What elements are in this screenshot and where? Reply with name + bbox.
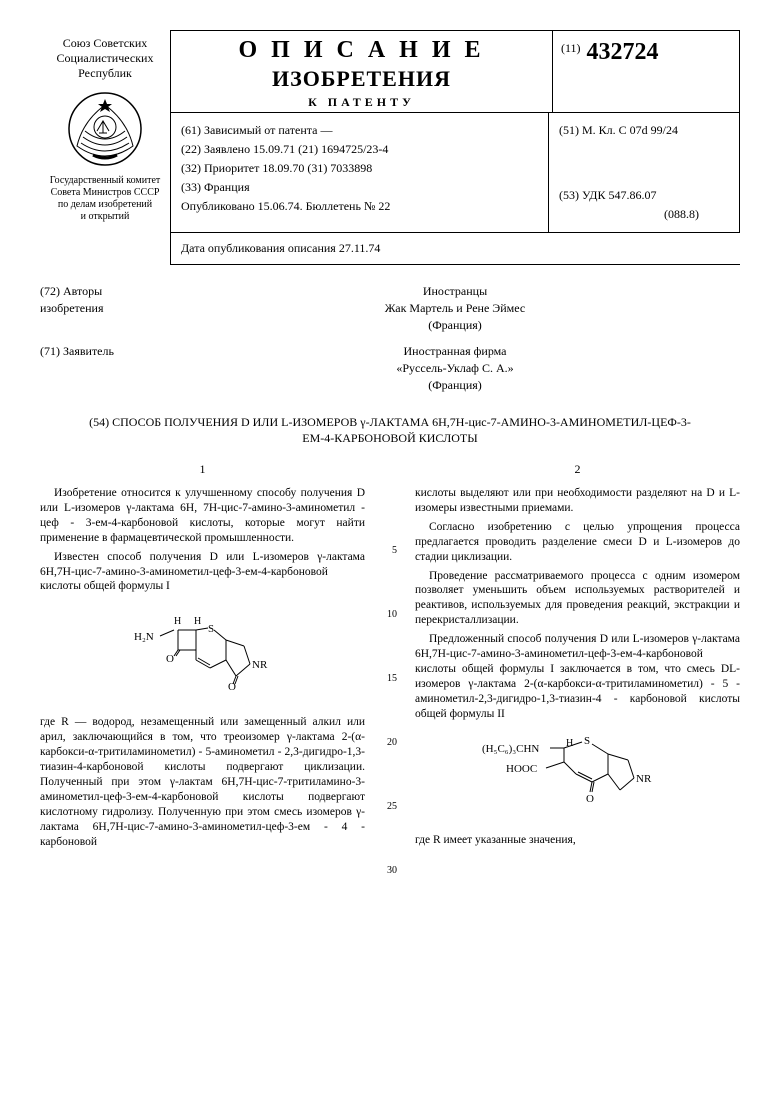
col1-p2: Известен способ получения D или L-изомер…: [40, 550, 365, 595]
col2-p2: Согласно изобретению с целью упрощения п…: [415, 520, 740, 565]
ln-10: 10: [383, 608, 397, 672]
bib-53b: (088.8): [559, 205, 729, 224]
f1-h2ь: H: [194, 616, 201, 627]
col1-num: 1: [40, 462, 365, 478]
doc-number-cell: (11) 432724: [553, 31, 740, 112]
body-columns: 1 Изобретение относится к улучшенному сп…: [40, 462, 740, 928]
committee-l4: и открытий: [40, 211, 170, 223]
title-l2: ИЗОБРЕТЕНИЯ: [181, 65, 542, 93]
col2-num: 2: [415, 462, 740, 478]
firm-name: «Руссель-Уклаф С. А.»: [170, 360, 740, 377]
bib-22: (22) Заявлено 15.09.71 (21) 1694725/23-4: [181, 140, 538, 159]
formula-2: (H₅C₆)₃CHN HOOC H S: [415, 730, 740, 825]
label-72: (72) Авторы изобретения: [40, 283, 170, 333]
f1-s: S: [208, 623, 214, 635]
union-l3: Республик: [40, 66, 170, 81]
applicant-row: (71) Заявитель Иностранная фирма «Руссел…: [40, 343, 740, 393]
f2-o: O: [586, 793, 594, 805]
foreigners: Иностранцы: [170, 283, 740, 300]
column-2: 2 кислоты выделяют или при необходимости…: [415, 462, 740, 928]
committee-l3: по делам изобретений: [40, 199, 170, 211]
bib-53: (53) УДК 547.86.07: [559, 186, 729, 205]
patent-page: Союз Советских Социалистических Республи…: [0, 0, 780, 958]
title-l3: К ПАТЕНТУ: [181, 95, 542, 110]
committee-l2: Совета Министров СССР: [40, 187, 170, 199]
ln-5: 5: [383, 544, 397, 608]
line-numbers: 5 10 15 20 25 30: [383, 462, 397, 928]
doc-number: 432724: [587, 37, 659, 67]
f1-h1: H: [174, 616, 181, 627]
f1-o1: O: [166, 653, 174, 665]
author-names: Жак Мартель и Рене Эймес: [170, 300, 740, 317]
title-cell: О П И С А Н И Е ИЗОБРЕТЕНИЯ К ПАТЕНТУ: [171, 31, 553, 112]
bib-33: (33) Франция: [181, 178, 538, 197]
col1-p1: Изобретение относится к улучшенному спос…: [40, 486, 365, 546]
col2-p1: кислоты выделяют или при необходимости р…: [415, 486, 740, 516]
bib-61: (61) Зависимый от патента —: [181, 121, 538, 140]
l72: (72) Авторы: [40, 284, 102, 298]
author-country: (Франция): [170, 317, 740, 334]
authors-val: Иностранцы Жак Мартель и Рене Эймес (Фра…: [170, 283, 740, 333]
spacer: [559, 140, 729, 186]
firm-label: Иностранная фирма: [170, 343, 740, 360]
formula-1: H₂N H H O S: [40, 602, 365, 707]
title-block: О П И С А Н И Е ИЗОБРЕТЕНИЯ К ПАТЕНТУ (1…: [170, 30, 740, 265]
f2-s: S: [584, 735, 590, 747]
gov-block: Союз Советских Социалистических Республи…: [40, 30, 170, 223]
ln-15: 15: [383, 672, 397, 736]
ln-20: 20: [383, 736, 397, 800]
f1-o2: O: [228, 681, 236, 693]
union-l2: Социалистических: [40, 51, 170, 66]
header-row: Союз Советских Социалистических Республи…: [40, 30, 740, 265]
f1-nr: NR: [252, 659, 268, 671]
column-1: 1 Изобретение относится к улучшенному сп…: [40, 462, 365, 928]
col2-p5: где R имеет указанные значения,: [415, 833, 740, 848]
union-l1: Союз Советских: [40, 36, 170, 51]
bib-row-1: (61) Зависимый от патента — (22) Заявлен…: [171, 112, 740, 233]
f2-trityl: (H₅C₆)₃CHN: [482, 743, 539, 755]
bib-pub: Опубликовано 15.06.74. Бюллетень № 22: [181, 197, 538, 216]
bib-left-1: (61) Зависимый от патента — (22) Заявлен…: [171, 113, 549, 233]
label-71: (71) Заявитель: [40, 343, 170, 393]
bib-right-1: (51) М. Кл. C 07d 99/24 (53) УДК 547.86.…: [549, 113, 740, 233]
ln-30: 30: [383, 864, 397, 928]
authors-block: (72) Авторы изобретения Иностранцы Жак М…: [40, 283, 740, 394]
applicant-val: Иностранная фирма «Руссель-Уклаф С. А.» …: [170, 343, 740, 393]
doc-label: (11): [561, 41, 581, 56]
col1-p3: где R — водород, незамещенный или замеще…: [40, 715, 365, 849]
invention-title: (54) СПОСОБ ПОЛУЧЕНИЯ D ИЛИ L-ИЗОМЕРОВ γ…: [80, 414, 700, 446]
f2-nr: NR: [636, 773, 652, 785]
f2-hooc: HOOC: [506, 763, 537, 775]
union-name: Союз Советских Социалистических Республи…: [40, 36, 170, 81]
firm-country: (Франция): [170, 377, 740, 394]
authors-row: (72) Авторы изобретения Иностранцы Жак М…: [40, 283, 740, 333]
committee-name: Государственный комитет Совета Министров…: [40, 175, 170, 223]
f1-h2n: H₂N: [134, 631, 154, 643]
bib-32: (32) Приоритет 18.09.70 (31) 7033898: [181, 159, 538, 178]
ln-25: 25: [383, 800, 397, 864]
title-l1: О П И С А Н И Е: [181, 35, 542, 65]
col2-p4: Предложенный способ получения D или L-из…: [415, 632, 740, 722]
bib-desc-date: Дата опубликования описания 27.11.74: [181, 241, 380, 255]
col2-p3: Проведение рассматриваемого процесса с о…: [415, 569, 740, 629]
ussr-emblem-icon: [67, 91, 143, 167]
bib-row-2: Дата опубликования описания 27.11.74: [171, 232, 740, 264]
l72b: изобретения: [40, 301, 103, 315]
title-row: О П И С А Н И Е ИЗОБРЕТЕНИЯ К ПАТЕНТУ (1…: [171, 31, 740, 112]
committee-l1: Государственный комитет: [40, 175, 170, 187]
bib-51: (51) М. Кл. C 07d 99/24: [559, 121, 729, 140]
